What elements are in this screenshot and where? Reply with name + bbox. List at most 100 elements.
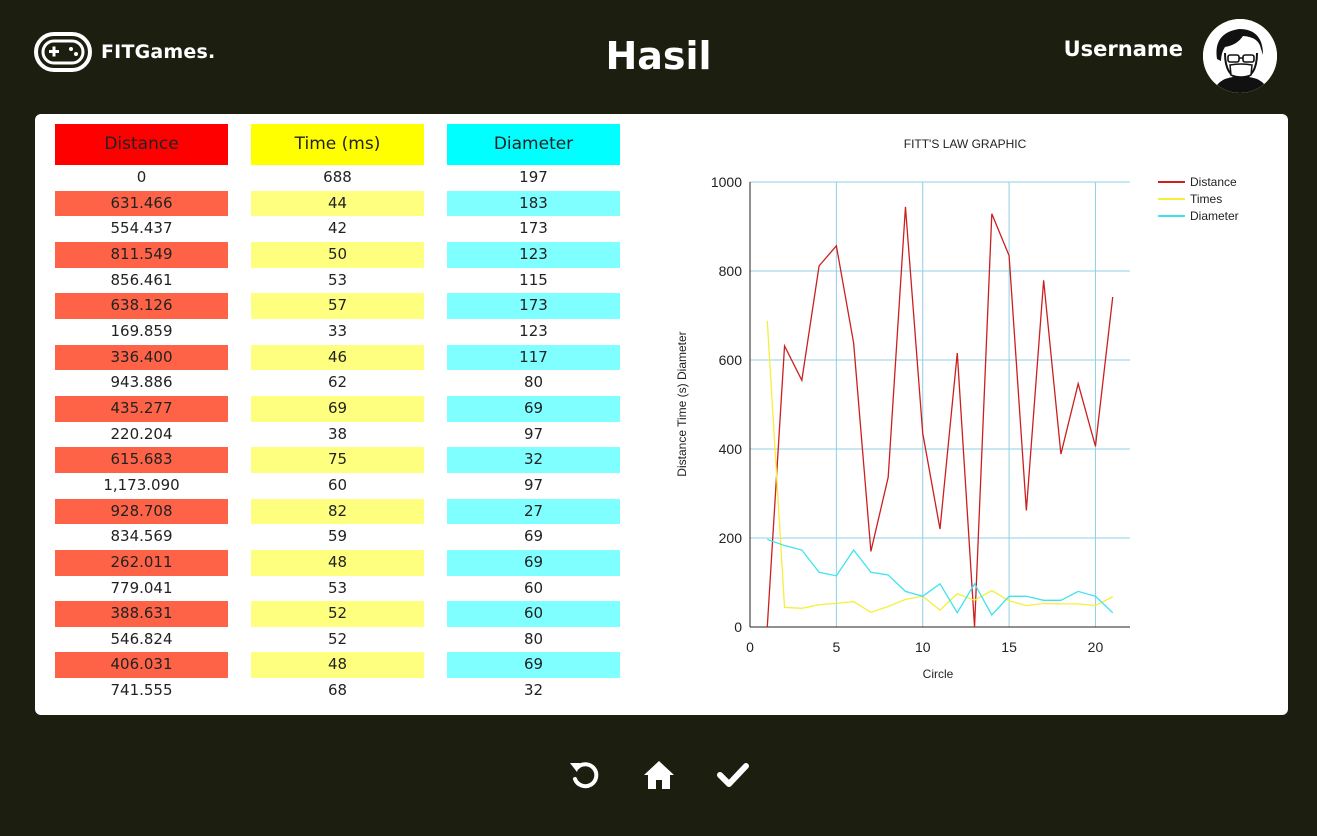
y-tick-label: 600 bbox=[719, 352, 743, 368]
avatar[interactable] bbox=[1203, 19, 1277, 93]
table-cell: 615.683 bbox=[55, 447, 228, 473]
table-cell: 80 bbox=[523, 373, 544, 392]
table-cell: 928.708 bbox=[55, 498, 228, 525]
table-cell: 943.886 bbox=[110, 373, 173, 392]
table-cell: 388.631 bbox=[55, 601, 228, 627]
table-cell: 117 bbox=[447, 344, 620, 371]
table-cell: 32 bbox=[447, 447, 620, 473]
table-cell: 173 bbox=[447, 293, 620, 319]
table-cell: 60 bbox=[327, 475, 348, 494]
confirm-button[interactable] bbox=[713, 755, 753, 795]
table-cell: 631.466 bbox=[55, 190, 228, 217]
table-cell: 53 bbox=[327, 578, 348, 597]
series-line-diameter bbox=[767, 538, 1114, 617]
table-cell: 856.461 bbox=[110, 270, 173, 289]
table-cell: 169.859 bbox=[110, 321, 173, 340]
column-header: Time (ms) bbox=[251, 124, 424, 165]
table-cell: 554.437 bbox=[110, 219, 173, 238]
column-header: Distance bbox=[55, 124, 228, 165]
chart-title: FITT'S LAW GRAPHIC bbox=[904, 137, 1027, 151]
chart-legend: Distance Times Diameter bbox=[1158, 175, 1239, 223]
table-cell: 57 bbox=[251, 293, 424, 319]
y-tick-label: 1000 bbox=[711, 174, 742, 190]
bottom-actions bbox=[0, 755, 1317, 795]
table-cell: 62 bbox=[327, 373, 348, 392]
brand[interactable]: FITGames. bbox=[33, 28, 215, 76]
table-cell: 688 bbox=[323, 168, 352, 186]
brand-name: FITGames. bbox=[101, 41, 216, 63]
table-cell: 75 bbox=[251, 447, 424, 473]
table-cell: 123 bbox=[519, 321, 548, 340]
column-time: Time (ms) 688 44 42 50 53 57 33 46 62 69 38 75 60 82 59… bbox=[251, 124, 424, 704]
table-cell: 53 bbox=[327, 270, 348, 289]
table-cell: 59 bbox=[327, 527, 348, 546]
table-cell: 60 bbox=[523, 578, 544, 597]
table-cell: 50 bbox=[251, 241, 424, 268]
table-cell: 48 bbox=[251, 652, 424, 679]
chart-axes: 0 200 400 600 800 1000 0 5 10 15 20 bbox=[711, 174, 1130, 655]
table-cell: 741.555 bbox=[110, 681, 173, 700]
home-button[interactable] bbox=[639, 755, 679, 795]
table-cell: 69 bbox=[447, 652, 620, 679]
series-line-times bbox=[766, 320, 1114, 614]
chart-series bbox=[766, 206, 1114, 628]
table-cell: 115 bbox=[519, 270, 548, 289]
table-cell: 27 bbox=[447, 498, 620, 525]
table-cell: 69 bbox=[251, 395, 424, 422]
avatar-illustration bbox=[1203, 19, 1277, 93]
table-cell: 183 bbox=[447, 190, 620, 217]
table-cell: 638.126 bbox=[55, 293, 228, 319]
fitts-law-chart: FITT'S LAW GRAPHIC 0 200 400 600 800 1000 0 5 10… bbox=[675, 137, 1239, 681]
table-cell: 1,173.090 bbox=[103, 475, 180, 494]
column-header: Diameter bbox=[447, 124, 620, 165]
y-tick-label: 800 bbox=[719, 263, 743, 279]
table-cell: 97 bbox=[523, 424, 544, 443]
check-icon bbox=[716, 763, 749, 787]
table-cell: 44 bbox=[251, 190, 424, 217]
table-cell: 69 bbox=[447, 549, 620, 576]
table-cell: 32 bbox=[523, 681, 544, 700]
x-tick-label: 10 bbox=[915, 639, 931, 655]
table-cell: 60 bbox=[447, 601, 620, 627]
undo-icon bbox=[569, 762, 598, 789]
table-cell: 336.400 bbox=[55, 344, 228, 371]
legend-label: Times bbox=[1190, 192, 1222, 206]
legend-label: Distance bbox=[1190, 175, 1237, 189]
table-cell: 80 bbox=[523, 629, 544, 648]
table-cell: 46 bbox=[251, 344, 424, 371]
table-cell: 173 bbox=[519, 219, 548, 238]
gamepad-logo-icon bbox=[34, 32, 92, 72]
results-table: Distance 0 631.466 554.437 811.549 856.461 638… bbox=[55, 124, 620, 704]
y-axis-label: Distance Time (s) Diameter bbox=[675, 331, 689, 476]
table-cell: 435.277 bbox=[55, 395, 228, 422]
table-cell: 0 bbox=[136, 168, 147, 186]
table-cell: 406.031 bbox=[55, 652, 228, 679]
x-tick-label: 15 bbox=[1001, 639, 1017, 655]
table-cell: 811.549 bbox=[55, 241, 228, 268]
legend-label: Diameter bbox=[1190, 209, 1239, 223]
table-cell: 42 bbox=[327, 219, 348, 238]
table-cell: 52 bbox=[327, 629, 348, 648]
table-cell: 52 bbox=[251, 601, 424, 627]
table-cell: 97 bbox=[523, 475, 544, 494]
table-cell: 68 bbox=[327, 681, 348, 700]
table-cell: 69 bbox=[523, 527, 544, 546]
table-cell: 546.824 bbox=[110, 629, 173, 648]
table-cell: 123 bbox=[447, 241, 620, 268]
table-cell: 38 bbox=[327, 424, 348, 443]
x-tick-label: 5 bbox=[832, 639, 840, 655]
y-tick-label: 200 bbox=[719, 530, 743, 546]
x-axis-label: Circle bbox=[923, 667, 954, 681]
table-cell: 197 bbox=[519, 168, 548, 186]
username: Username bbox=[1063, 37, 1183, 61]
table-cell: 220.204 bbox=[110, 424, 173, 443]
y-tick-label: 400 bbox=[719, 441, 743, 457]
table-cell: 82 bbox=[251, 498, 424, 525]
table-cell: 834.569 bbox=[110, 527, 173, 546]
x-tick-label: 0 bbox=[746, 639, 754, 655]
retry-button[interactable] bbox=[565, 755, 605, 795]
table-cell: 33 bbox=[327, 321, 348, 340]
table-cell: 779.041 bbox=[110, 578, 173, 597]
table-cell: 69 bbox=[447, 395, 620, 422]
column-distance: Distance 0 631.466 554.437 811.549 856.461 638… bbox=[55, 124, 228, 704]
